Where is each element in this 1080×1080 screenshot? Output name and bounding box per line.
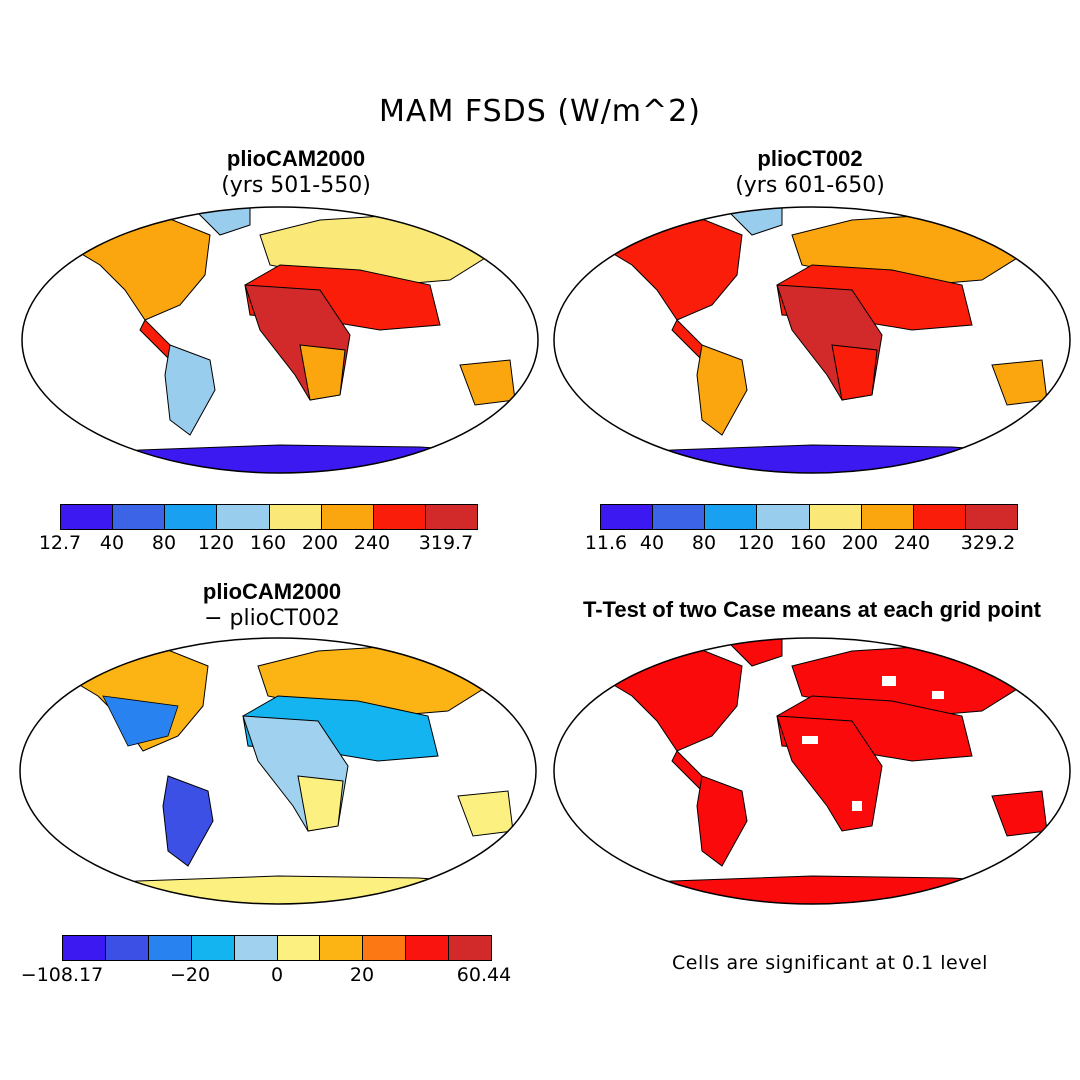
p1-tick: 120 [197, 532, 235, 554]
panel-3-title: plioCAM2000 [202, 579, 342, 604]
p1-colorbar-swatch [217, 505, 270, 529]
p2-colorbar-swatch [653, 505, 706, 529]
panel-1-title: plioCAM2000 [226, 146, 366, 171]
p1-colorbar-swatch [373, 505, 426, 529]
p2-tick: 120 [737, 532, 775, 554]
p1-tick: 12.7 [38, 532, 82, 554]
p3-tick: −108.17 [20, 964, 104, 986]
p2-colorbar-swatch [601, 505, 654, 529]
p3-tick: 20 [349, 964, 375, 986]
p1-tick: 160 [249, 532, 287, 554]
panel-2-title-block: plioCT002 (yrs 601-650) [590, 145, 1030, 199]
p2-colorbar-swatch [913, 505, 966, 529]
p3-colorbar-swatch [406, 936, 450, 960]
panel-1-subtitle: (yrs 501-550) [221, 173, 371, 198]
p3-colorbar-swatch [63, 936, 106, 960]
p1-colorbar-swatch [165, 505, 218, 529]
p3-colorbar-swatch [234, 936, 278, 960]
p2-tick: 329.2 [960, 532, 1016, 554]
p3-colorbar-swatch [148, 936, 192, 960]
p1-tick: 319.7 [418, 532, 474, 554]
panel-2-title: plioCT002 [757, 146, 863, 171]
p3-colorbar-swatch [191, 936, 235, 960]
p3-colorbar-swatch [363, 936, 407, 960]
panel-4-title-block: T-Test of two Case means at each grid po… [552, 596, 1072, 624]
p3-colorbar-swatch [105, 936, 149, 960]
p3-colorbar-swatch [277, 936, 321, 960]
p3-tick: 0 [270, 964, 284, 986]
p2-colorbar-swatch [705, 505, 758, 529]
p2-tick: 200 [841, 532, 879, 554]
panel-3-colorbar [62, 935, 492, 961]
p1-tick: 240 [353, 532, 391, 554]
p1-tick: 200 [301, 532, 339, 554]
panel-4-map [553, 637, 1071, 905]
p3-tick: 60.44 [456, 964, 512, 986]
p1-colorbar-swatch [425, 505, 477, 529]
panel-3-subtitle: − plioCT002 [204, 606, 340, 631]
p2-colorbar-swatch [861, 505, 914, 529]
panel-3-map [19, 637, 537, 905]
p1-tick: 80 [151, 532, 177, 554]
panel-4-title: T-Test of two Case means at each grid po… [582, 597, 1041, 622]
p2-tick: 160 [789, 532, 827, 554]
p2-tick: 11.6 [584, 532, 628, 554]
p2-colorbar-swatch [809, 505, 862, 529]
p2-colorbar-swatch [965, 505, 1017, 529]
panel-2-map [553, 206, 1071, 474]
p3-tick: −20 [169, 964, 211, 986]
p2-colorbar-swatch [757, 505, 810, 529]
panel-2-subtitle: (yrs 601-650) [735, 173, 885, 198]
panel-3-title-block: plioCAM2000 − plioCT002 [52, 578, 492, 632]
p1-colorbar-swatch [269, 505, 322, 529]
figure-title: MAM FSDS (W/m^2) [379, 94, 701, 129]
p2-tick: 240 [893, 532, 931, 554]
p2-tick: 80 [691, 532, 717, 554]
p1-colorbar-swatch [321, 505, 374, 529]
p1-colorbar-swatch [113, 505, 166, 529]
panel-1-colorbar [60, 504, 478, 530]
p1-tick: 40 [99, 532, 125, 554]
p1-colorbar-swatch [61, 505, 114, 529]
panel-1-title-block: plioCAM2000 (yrs 501-550) [76, 145, 516, 199]
panel-4-note: Cells are significant at 0.1 level [672, 952, 988, 974]
p3-colorbar-swatch [449, 936, 492, 960]
panel-2-colorbar [600, 504, 1018, 530]
panel-1-map [21, 206, 539, 474]
p3-colorbar-swatch [320, 936, 364, 960]
p2-tick: 40 [639, 532, 665, 554]
